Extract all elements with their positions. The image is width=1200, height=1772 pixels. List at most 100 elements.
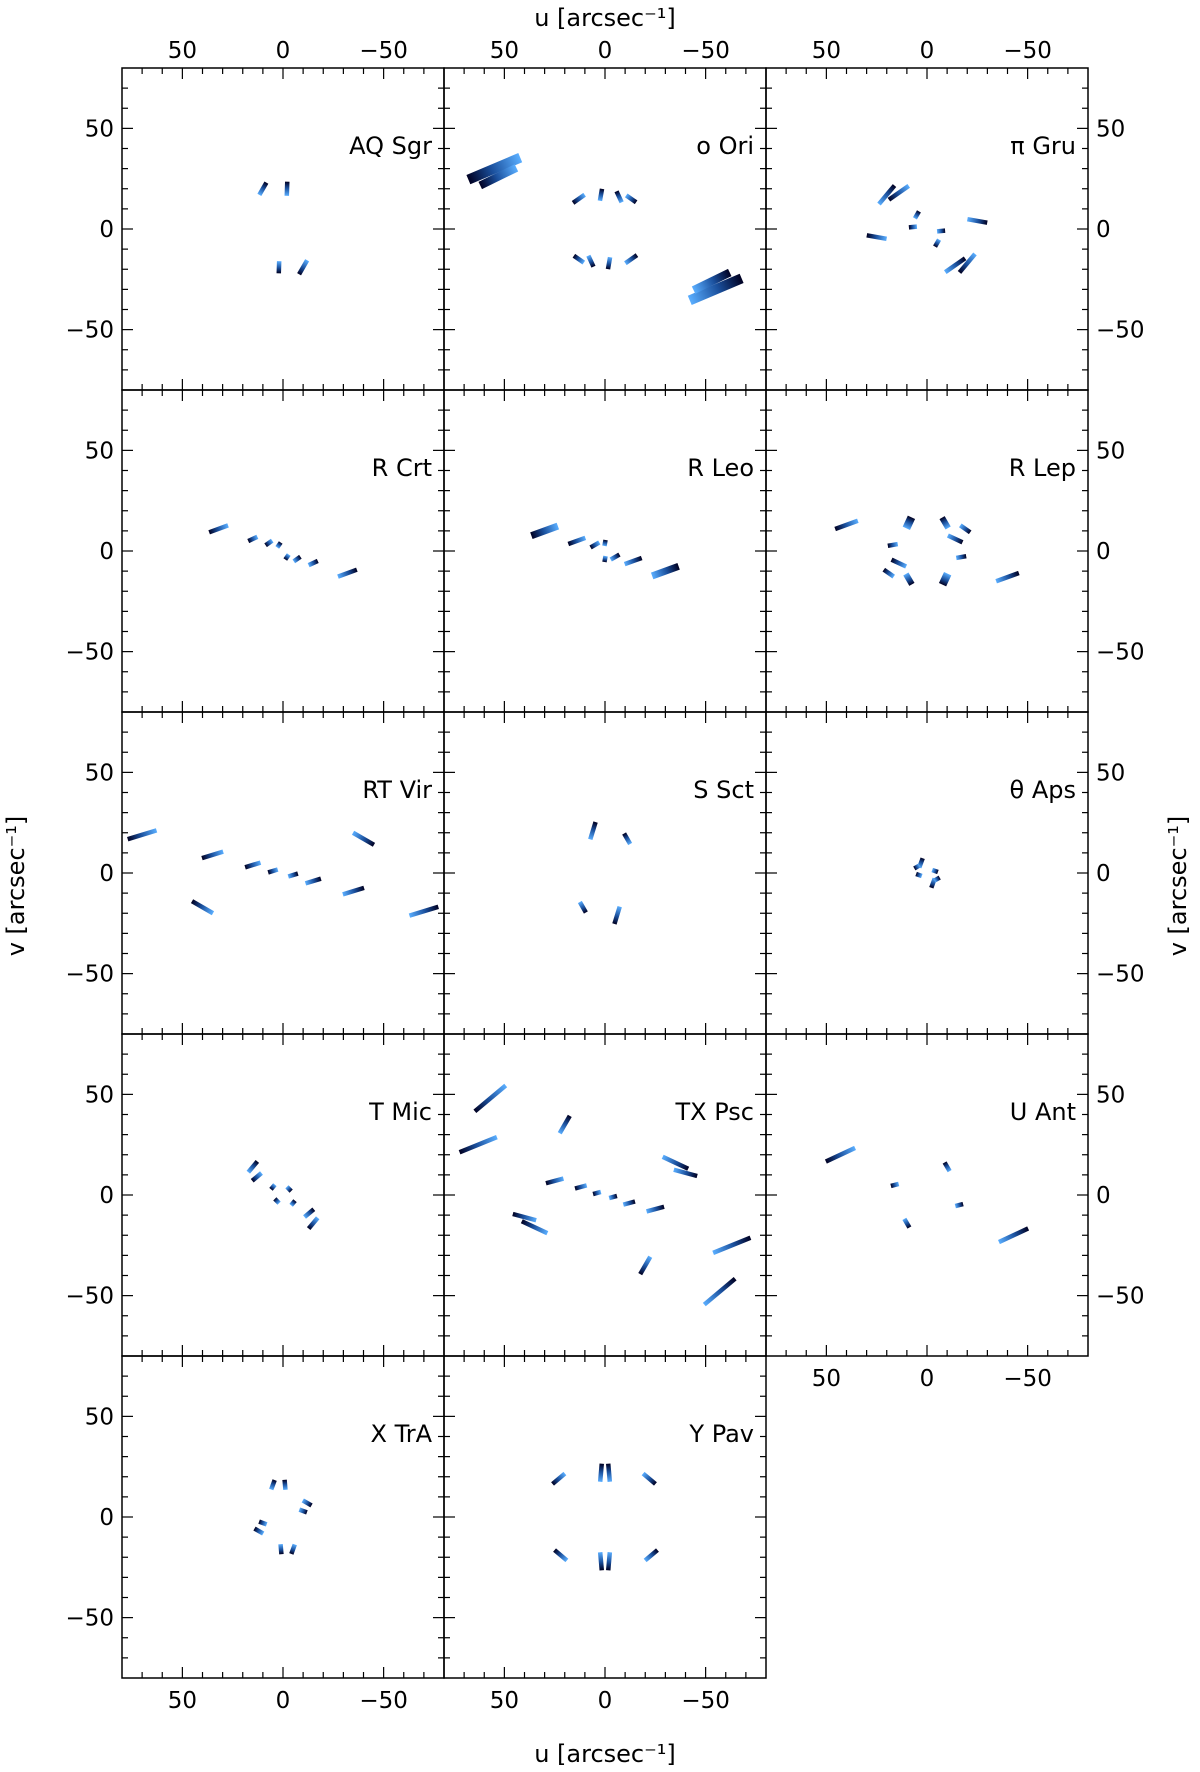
y-tick-label-right: 50 [1096,760,1125,786]
uv-segment [283,553,291,561]
uv-segment [638,1255,653,1276]
uv-segment [959,523,972,535]
uv-segment [301,1498,313,1508]
uv-segment [458,1135,498,1155]
y-tick-label-right: 0 [1096,539,1111,565]
uv-segments [913,857,941,889]
x-tick-label-top: −50 [359,38,408,64]
y-tick-label-left: 50 [85,1404,114,1430]
star-name-label: R Lep [1009,454,1076,482]
star-name-label: RT Vir [362,776,432,804]
uv-segment [605,1552,613,1571]
y-tick-label-right: −50 [1096,640,1145,666]
uv-segment [882,567,895,579]
uv-segment [624,253,639,266]
y-axis-title-left: v [arcsec⁻¹] [2,816,30,957]
uv-segments [253,1479,313,1555]
uv-segment [645,1204,665,1214]
panel-frame [443,1355,767,1679]
uv-segment [588,821,598,841]
uv-segment [908,224,918,230]
uv-segment [661,1154,690,1171]
axis-labels-group: u [arcsec⁻¹] u [arcsec⁻¹] v [arcsec⁻¹] v… [2,4,1192,1768]
uv-segment [954,1201,964,1209]
x-tick-label-bottom: 50 [812,1366,841,1392]
uv-segment [887,541,899,549]
x-tick-label-bottom: 0 [276,1688,291,1714]
x-tick-label-bottom: −50 [359,1688,408,1714]
uv-segments [551,1463,659,1571]
uv-segment [250,1171,263,1183]
star-name-label: R Leo [687,454,754,482]
panel-tx-psc: TX Psc [443,1033,767,1357]
star-name-label: U Ant [1010,1098,1076,1126]
uv-segment [466,153,523,185]
uv-segment [597,1463,605,1482]
uv-segment [244,860,262,870]
uv-segments [866,184,988,274]
panel-frame [765,389,1089,713]
uv-segment [597,188,605,202]
uv-segment [285,1185,293,1193]
uv-segment [208,523,229,535]
uv-segment [551,1471,567,1486]
uv-segment [942,1161,952,1173]
uv-segment [866,233,887,242]
uv-segment [902,515,916,530]
uv-segment [351,830,376,847]
uv-segment [622,1199,636,1207]
y-tick-label-right: −50 [1096,318,1145,344]
uv-segment [571,192,586,205]
uv-segment [287,871,299,879]
star-name-label: R Crt [372,454,432,482]
uv-segment [592,1189,602,1197]
uv-segment [303,1207,316,1219]
uv-segment [609,552,621,562]
uv-segment [473,1083,508,1114]
uv-segment [612,905,622,925]
y-tick-label-left: 50 [85,1082,114,1108]
uv-segment [586,254,596,268]
uv-segment [605,1463,613,1482]
uv-segment [622,832,633,846]
uv-segment [298,1507,308,1515]
y-tick-label-left: −50 [65,1606,114,1632]
x-axis-title-top: u [arcsec⁻¹] [534,4,676,32]
panel-frame [443,67,767,391]
star-name-label: X TrA [371,1420,433,1448]
star-name-label: S Sct [693,776,754,804]
y-tick-label-left: 0 [99,1183,114,1209]
uv-segment [691,268,732,294]
uv-segment [342,885,365,897]
y-tick-label-left: 0 [99,217,114,243]
uv-segment [278,1543,284,1555]
panel-frame [121,711,445,1035]
uv-segment [512,1211,537,1223]
uv-segment [602,539,608,547]
uv-segment [887,184,911,202]
panel-s-sct: S Sct [443,711,767,1035]
uv-segment [273,1197,281,1205]
star-name-label: o Ori [696,132,754,160]
uv-segment [553,1548,569,1563]
x-tick-label-bottom: −50 [1003,1366,1052,1392]
uv-segment [258,1519,268,1527]
uv-segment [574,1183,588,1191]
uv-segment [890,1181,900,1189]
panel-frame [121,1033,445,1357]
x-tick-label-bottom: −50 [681,1688,730,1714]
panel-frame [121,67,445,391]
uv-segment [912,210,921,220]
panels-group: −50 −50 0 0 50 50 AQ Sgr −50 0 50 o Ori −50 −50 0 0 50 5… [65,38,1144,1714]
uv-segment [641,1471,657,1486]
uv-segment [939,516,951,530]
y-tick-label-left: −50 [65,318,114,344]
uv-segment [478,164,519,190]
uv-segment [297,259,310,276]
uv-segment [995,570,1020,584]
star-name-label: θ Aps [1010,776,1076,804]
uv-segment [890,557,908,569]
y-tick-label-right: 50 [1096,1082,1125,1108]
star-name-label: TX Psc [675,1098,754,1126]
uv-segment [530,522,560,539]
